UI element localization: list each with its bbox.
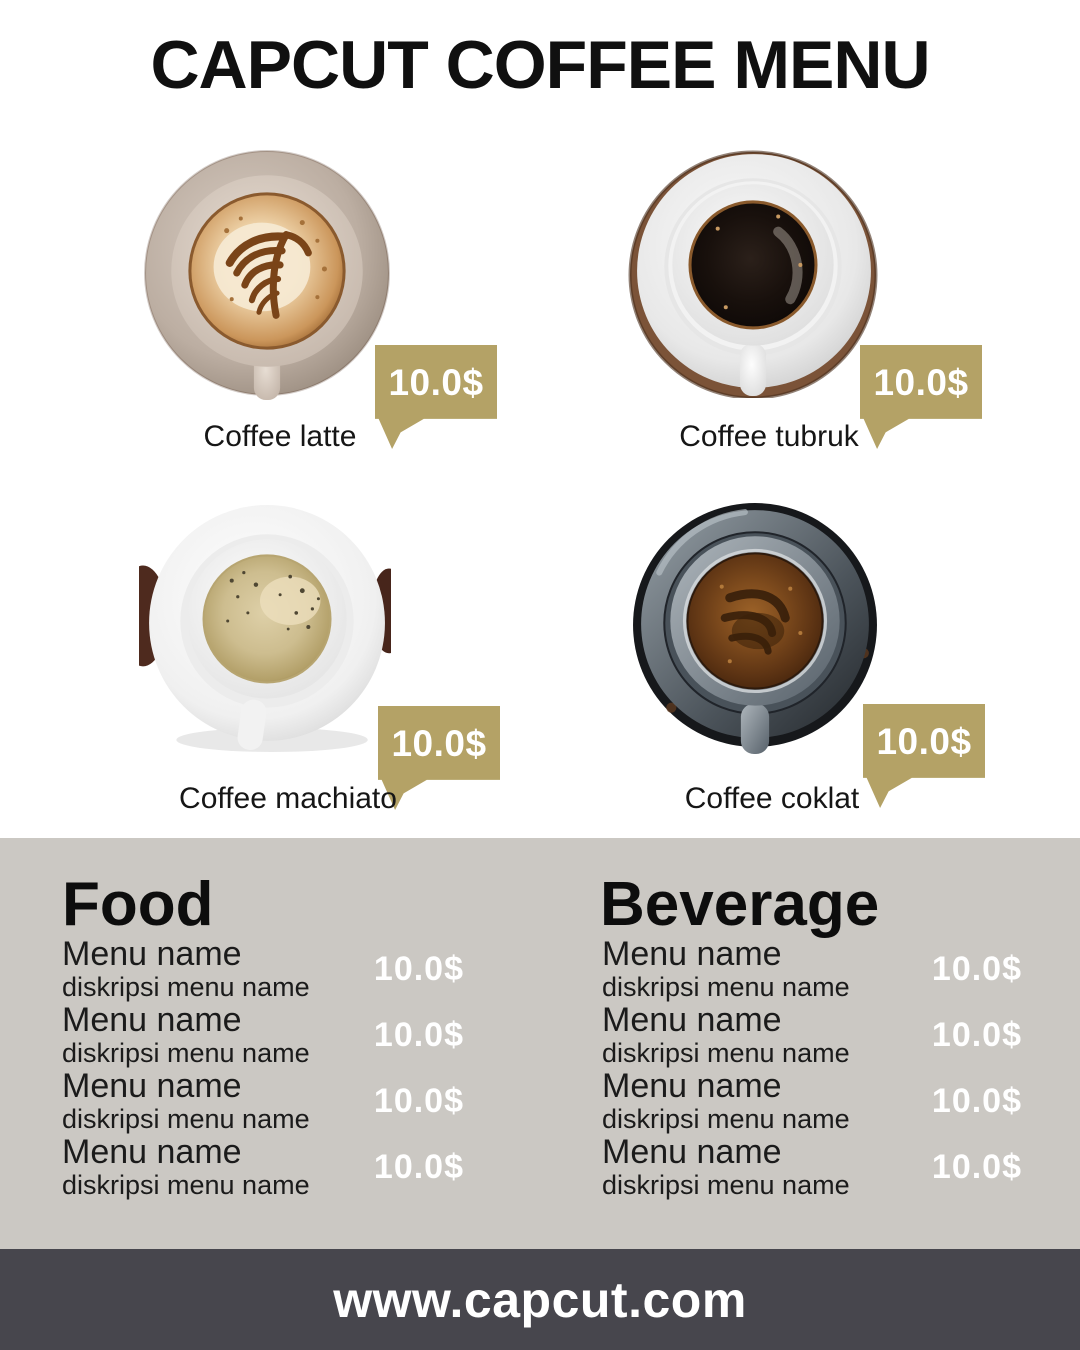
cup-label-latte: Coffee latte bbox=[203, 420, 357, 453]
menu-item-text: Menu name diskripsi menu name bbox=[602, 1134, 850, 1200]
menu-item-text: Menu name diskripsi menu name bbox=[62, 1068, 310, 1134]
menu-item-text: Menu name diskripsi menu name bbox=[602, 1068, 850, 1134]
menu-item-name: Menu name bbox=[602, 1133, 782, 1171]
coffee-latte-photo bbox=[144, 150, 390, 400]
menu-item-name: Menu name bbox=[62, 1067, 242, 1105]
menu-item-row: Menu name diskripsi menu name 10.0$ bbox=[62, 1002, 464, 1068]
menu-item-price: 10.0$ bbox=[931, 1081, 1022, 1120]
section-title-beverage: Beverage bbox=[600, 870, 880, 939]
menu-item-price: 10.0$ bbox=[931, 1015, 1022, 1054]
price-label: 10.0$ bbox=[391, 723, 487, 764]
menu-item-text: Menu name diskripsi menu name bbox=[62, 1002, 310, 1068]
food-menu-list: Menu name diskripsi menu name 10.0$ Menu… bbox=[62, 936, 464, 1200]
menu-item-text: Menu name diskripsi menu name bbox=[62, 936, 310, 1002]
menu-item-price: 10.0$ bbox=[373, 949, 464, 988]
footer-bar: www.capcut.com bbox=[0, 1249, 1080, 1350]
cup-label-tubruk: Coffee tubruk bbox=[679, 420, 859, 453]
menu-item-name: Menu name bbox=[602, 1001, 782, 1039]
beverage-menu-list: Menu name diskripsi menu name 10.0$ Menu… bbox=[602, 936, 1022, 1200]
menu-item-name: Menu name bbox=[602, 1067, 782, 1105]
cup-label-coklat: Coffee coklat bbox=[684, 782, 860, 815]
menu-item-text: Menu name diskripsi menu name bbox=[62, 1134, 310, 1200]
price-label: 10.0$ bbox=[388, 362, 484, 403]
coffee-tubruk-photo bbox=[628, 150, 878, 398]
menu-item-text: Menu name diskripsi menu name bbox=[602, 1002, 850, 1068]
coffee-machiato-photo bbox=[139, 505, 391, 752]
price-label: 10.0$ bbox=[876, 721, 972, 762]
menu-item-row: Menu name diskripsi menu name 10.0$ bbox=[602, 1068, 1022, 1134]
menu-item-name: Menu name bbox=[62, 935, 242, 973]
menu-item-row: Menu name diskripsi menu name 10.0$ bbox=[62, 936, 464, 1002]
menu-item-price: 10.0$ bbox=[373, 1081, 464, 1120]
page-title: CAPCUT COFFEE MENU bbox=[150, 27, 930, 103]
menu-item-description: diskripsi menu name bbox=[602, 1038, 850, 1068]
menu-item-name: Menu name bbox=[62, 1133, 242, 1171]
menu-item-description: diskripsi menu name bbox=[602, 1170, 850, 1200]
menu-item-description: diskripsi menu name bbox=[62, 972, 310, 1002]
menu-item-row: Menu name diskripsi menu name 10.0$ bbox=[62, 1134, 464, 1200]
menu-item-row: Menu name diskripsi menu name 10.0$ bbox=[62, 1068, 464, 1134]
menu-item-name: Menu name bbox=[602, 935, 782, 973]
menu-item-row: Menu name diskripsi menu name 10.0$ bbox=[602, 936, 1022, 1002]
menu-item-price: 10.0$ bbox=[373, 1147, 464, 1186]
menu-item-description: diskripsi menu name bbox=[62, 1104, 310, 1134]
price-label: 10.0$ bbox=[873, 362, 969, 403]
menu-item-name: Menu name bbox=[62, 1001, 242, 1039]
menu-item-description: diskripsi menu name bbox=[602, 972, 850, 1002]
menu-item-description: diskripsi menu name bbox=[602, 1104, 850, 1134]
menu-item-description: diskripsi menu name bbox=[62, 1038, 310, 1068]
menu-item-price: 10.0$ bbox=[931, 949, 1022, 988]
section-title-food: Food bbox=[62, 870, 214, 939]
menu-item-price: 10.0$ bbox=[373, 1015, 464, 1054]
cup-label-machiato: Coffee machiato bbox=[179, 782, 397, 815]
menu-item-price: 10.0$ bbox=[931, 1147, 1022, 1186]
menu-item-description: diskripsi menu name bbox=[62, 1170, 310, 1200]
coffee-coklat-photo bbox=[633, 503, 877, 754]
menu-item-text: Menu name diskripsi menu name bbox=[602, 936, 850, 1002]
website-url: www.capcut.com bbox=[333, 1271, 747, 1328]
menu-item-row: Menu name diskripsi menu name 10.0$ bbox=[602, 1002, 1022, 1068]
menu-item-row: Menu name diskripsi menu name 10.0$ bbox=[602, 1134, 1022, 1200]
menu-panel bbox=[0, 838, 1080, 1249]
